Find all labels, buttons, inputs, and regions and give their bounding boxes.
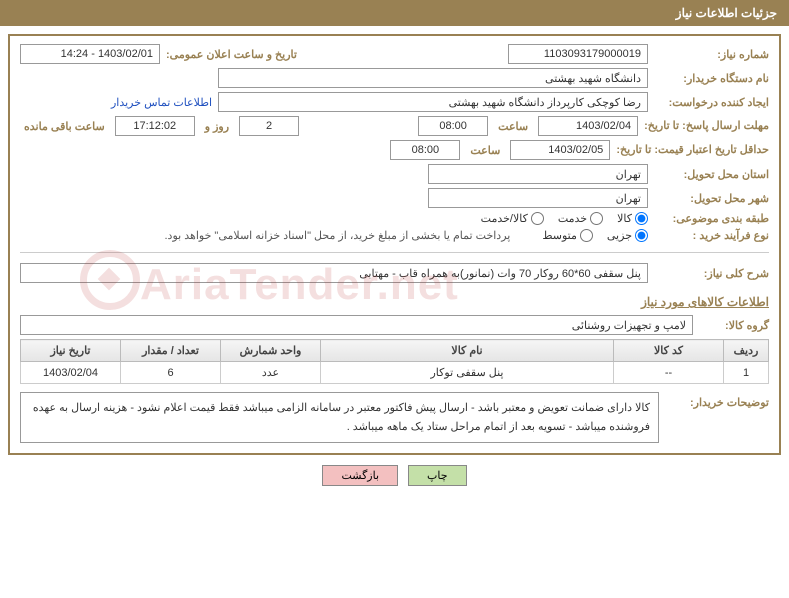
announce-value: 1403/02/01 - 14:24 xyxy=(20,44,160,64)
radio-jozi-input[interactable] xyxy=(635,229,648,242)
need-no-label: شماره نیاز: xyxy=(654,48,769,61)
th-row: ردیف xyxy=(724,340,769,362)
radio-motavaset[interactable]: متوسط xyxy=(542,229,593,242)
radio-kala[interactable]: کالا xyxy=(617,212,648,225)
th-date: تاریخ نیاز xyxy=(21,340,121,362)
radio-khadamat-input[interactable] xyxy=(590,212,603,225)
radio-both-input[interactable] xyxy=(531,212,544,225)
buyer-notes-value: کالا دارای ضمانت تعویض و معتبر باشد - ار… xyxy=(20,392,659,443)
radio-motavaset-input[interactable] xyxy=(580,229,593,242)
row-process: نوع فرآیند خرید : جزیی متوسط پرداخت تمام… xyxy=(20,229,769,242)
time-label-2: ساعت xyxy=(466,144,504,157)
cell-row: 1 xyxy=(724,362,769,384)
row-buyer-org: نام دستگاه خریدار: دانشگاه شهید بهشتی xyxy=(20,68,769,88)
buyer-org-value: دانشگاه شهید بهشتی xyxy=(218,68,648,88)
province-label: استان محل تحویل: xyxy=(654,168,769,181)
cell-code: -- xyxy=(614,362,724,384)
cell-unit: عدد xyxy=(221,362,321,384)
days-label: روز و xyxy=(201,120,233,133)
cell-qty: 6 xyxy=(121,362,221,384)
row-group: گروه کالا: لامپ و تجهیزات روشنائی xyxy=(20,315,769,335)
province-value: تهران xyxy=(428,164,648,184)
back-button[interactable]: بازگشت xyxy=(322,465,398,486)
row-validity: حداقل تاریخ اعتبار قیمت: تا تاریخ: 1403/… xyxy=(20,140,769,160)
radio-khadamat-label: خدمت xyxy=(558,212,587,225)
radio-motavaset-label: متوسط xyxy=(542,229,577,242)
buyer-org-label: نام دستگاه خریدار: xyxy=(654,72,769,85)
deadline-date: 1403/02/04 xyxy=(538,116,638,136)
page-title: جزئیات اطلاعات نیاز xyxy=(676,6,777,20)
need-desc-label: شرح کلی نیاز: xyxy=(654,267,769,280)
contact-link[interactable]: اطلاعات تماس خریدار xyxy=(111,96,212,109)
payment-note: پرداخت تمام یا بخشی از مبلغ خرید، از محل… xyxy=(165,229,511,242)
process-radio-group: جزیی متوسط xyxy=(542,229,648,242)
row-need-desc: شرح کلی نیاز: پنل سقفی 60*60 روکار 70 وا… xyxy=(20,263,769,283)
category-label: طبقه بندی موضوعی: xyxy=(654,212,769,225)
radio-khadamat[interactable]: خدمت xyxy=(558,212,603,225)
th-qty: تعداد / مقدار xyxy=(121,340,221,362)
items-table: ردیف کد کالا نام کالا واحد شمارش تعداد /… xyxy=(20,339,769,384)
row-requester: ایجاد کننده درخواست: رضا کوچکی کارپرداز … xyxy=(20,92,769,112)
button-bar: چاپ بازگشت xyxy=(0,465,789,486)
requester-value: رضا کوچکی کارپرداز دانشگاه شهید بهشتی xyxy=(218,92,648,112)
row-need-no: شماره نیاز: 1103093179000019 تاریخ و ساع… xyxy=(20,44,769,64)
radio-jozi[interactable]: جزیی xyxy=(607,229,648,242)
time-remaining: 17:12:02 xyxy=(115,116,195,136)
need-no-value: 1103093179000019 xyxy=(508,44,648,64)
radio-both[interactable]: کالا/خدمت xyxy=(481,212,544,225)
validity-date: 1403/02/05 xyxy=(510,140,610,160)
category-radio-group: کالا خدمت کالا/خدمت xyxy=(481,212,648,225)
th-name: نام کالا xyxy=(321,340,614,362)
need-desc-value: پنل سقفی 60*60 روکار 70 وات (نمانور)به ه… xyxy=(20,263,648,283)
city-value: تهران xyxy=(428,188,648,208)
items-section-title: اطلاعات کالاهای مورد نیاز xyxy=(20,295,769,309)
deadline-label: مهلت ارسال پاسخ: تا تاریخ: xyxy=(644,119,769,133)
validity-label: حداقل تاریخ اعتبار قیمت: تا تاریخ: xyxy=(616,143,769,157)
row-category: طبقه بندی موضوعی: کالا خدمت کالا/خدمت xyxy=(20,212,769,225)
page-header: جزئیات اطلاعات نیاز xyxy=(0,0,789,26)
radio-kala-input[interactable] xyxy=(635,212,648,225)
remaining-label: ساعت باقی مانده xyxy=(20,120,109,133)
group-value: لامپ و تجهیزات روشنائی xyxy=(20,315,693,335)
group-label: گروه کالا: xyxy=(699,319,769,332)
radio-both-label: کالا/خدمت xyxy=(481,212,528,225)
deadline-time: 08:00 xyxy=(418,116,488,136)
table-row: 1 -- پنل سقفی توکار عدد 6 1403/02/04 xyxy=(21,362,769,384)
row-city: شهر محل تحویل: تهران xyxy=(20,188,769,208)
radio-jozi-label: جزیی xyxy=(607,229,632,242)
buyer-notes-label: توضیحات خریدار: xyxy=(669,392,769,409)
validity-time: 08:00 xyxy=(390,140,460,160)
city-label: شهر محل تحویل: xyxy=(654,192,769,205)
row-deadline: مهلت ارسال پاسخ: تا تاریخ: 1403/02/04 سا… xyxy=(20,116,769,136)
requester-label: ایجاد کننده درخواست: xyxy=(654,96,769,109)
days-remaining: 2 xyxy=(239,116,299,136)
row-buyer-notes: توضیحات خریدار: کالا دارای ضمانت تعویض و… xyxy=(20,392,769,443)
announce-label: تاریخ و ساعت اعلان عمومی: xyxy=(166,48,297,61)
time-label-1: ساعت xyxy=(494,120,532,133)
th-code: کد کالا xyxy=(614,340,724,362)
cell-name: پنل سقفی توکار xyxy=(321,362,614,384)
table-header-row: ردیف کد کالا نام کالا واحد شمارش تعداد /… xyxy=(21,340,769,362)
cell-date: 1403/02/04 xyxy=(21,362,121,384)
th-unit: واحد شمارش xyxy=(221,340,321,362)
main-container: شماره نیاز: 1103093179000019 تاریخ و ساع… xyxy=(8,34,781,455)
print-button[interactable]: چاپ xyxy=(408,465,467,486)
process-label: نوع فرآیند خرید : xyxy=(654,229,769,242)
row-province: استان محل تحویل: تهران xyxy=(20,164,769,184)
radio-kala-label: کالا xyxy=(617,212,632,225)
